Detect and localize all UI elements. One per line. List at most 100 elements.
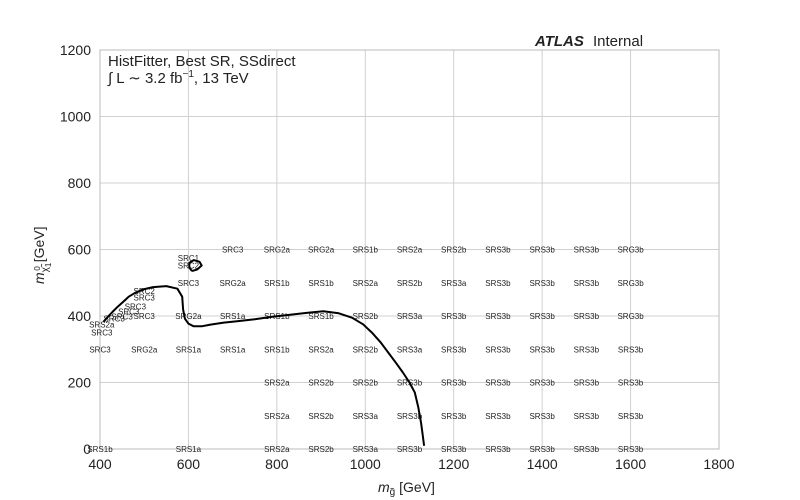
legend-line-1: HistFitter, Best SR, SSdirect (108, 53, 296, 70)
atlas-label: ATLAS (534, 33, 584, 50)
signal-region-label: SRS3b (529, 379, 555, 388)
signal-region-label: SRS3b (618, 379, 644, 388)
signal-region-label: SRC3 (222, 246, 244, 255)
signal-region-label: SRS3b (441, 412, 467, 421)
signal-region-label: SRS1b (264, 345, 290, 354)
signal-region-label: SRS1a (220, 345, 246, 354)
signal-region-label: SRS3b (618, 445, 644, 454)
signal-region-label: SRS3a (353, 412, 379, 421)
signal-region-label: SRS3b (574, 412, 600, 421)
x-tick-label: 400 (88, 456, 112, 472)
signal-region-label: SRS3a (397, 345, 423, 354)
signal-region-label: SRC3 (178, 279, 200, 288)
signal-region-label: SRG2a (264, 246, 291, 255)
x-axis-label: mg̃ [GeV] (378, 479, 435, 498)
signal-region-label: SRS3a (441, 279, 467, 288)
signal-region-labels: SRC3 SRG2a SRG2a SRS1b SRS2a SRS2b SRS3b SRS3b S… (87, 246, 644, 455)
x-tick-label: 600 (177, 456, 201, 472)
signal-region-label: SRC3 (134, 312, 156, 321)
atlas-status: Internal (593, 33, 643, 50)
signal-region-label: SRS3b (574, 379, 600, 388)
signal-region-label: SRG2a (220, 279, 247, 288)
y-axis-label: mχ̃10 [GeV] (31, 226, 53, 284)
signal-region-label: SRS3b (529, 345, 555, 354)
y-tick-label: 1000 (60, 109, 91, 125)
y-tick-label: 600 (68, 242, 92, 258)
y-axis-unit: [GeV] (31, 226, 47, 266)
signal-region-label: SRS2a (308, 345, 334, 354)
signal-region-label: SRS1b (308, 279, 334, 288)
y-tick-label: 200 (68, 375, 92, 391)
signal-region-label: SRS3b (574, 445, 600, 454)
signal-region-label: SRC3 (118, 307, 140, 316)
signal-region-label: SRC3 (91, 329, 113, 338)
signal-region-label: SRS2a (89, 320, 115, 329)
signal-region-label: SRS2b (441, 246, 467, 255)
signal-region-label: SRS2a (264, 379, 290, 388)
signal-region-label: SRS3b (618, 412, 644, 421)
signal-region-label: SRS3b (574, 246, 600, 255)
grid-lines (99, 49, 720, 450)
signal-region-label: SRS3b (441, 445, 467, 454)
signal-region-label: SRS1a (176, 345, 202, 354)
legend-energy: , 13 TeV (194, 70, 249, 87)
signal-region-label: SRS3b (574, 279, 600, 288)
signal-region-label: SRS1b (308, 312, 334, 321)
legend-lumi: ∫ L ∼ 3.2 fb (107, 70, 183, 87)
contour-line (102, 285, 426, 446)
signal-region-label: SRS3b (618, 345, 644, 354)
y-tick-label: 800 (68, 175, 92, 191)
signal-region-label: SRS3b (485, 246, 511, 255)
signal-region-label: SRS2a (264, 412, 290, 421)
y-tick-labels: 0 200 400 600 800 1000 1200 (60, 42, 91, 457)
signal-region-label: SRS1a (176, 445, 202, 454)
contour-line (188, 259, 203, 273)
plot-frame (99, 49, 720, 450)
x-axis-subscript: g̃ (390, 487, 396, 498)
signal-region-label: SRS3b (574, 312, 600, 321)
signal-region-label: SRS2b (308, 379, 334, 388)
x-tick-label: 1800 (703, 456, 734, 472)
signal-region-label: SRS2b (353, 345, 379, 354)
signal-region-label: SRC3 (125, 303, 147, 312)
signal-region-label: SRS3b (529, 312, 555, 321)
signal-region-label: SRG3b (617, 246, 644, 255)
y-axis-subsubscript: 1 (44, 262, 53, 267)
x-axis-unit: [GeV] (395, 479, 435, 495)
signal-region-label: SRC3 (134, 294, 156, 303)
x-axis-symbol: m (378, 479, 390, 495)
signal-region-label: SRC3 (89, 345, 111, 354)
signal-region-label: SRS1b (87, 445, 113, 454)
signal-region-label: SRS3b (529, 412, 555, 421)
signal-region-label: SRC3 (103, 314, 125, 323)
signal-region-label: SRS3b (529, 246, 555, 255)
signal-region-label: SRS3b (485, 345, 511, 354)
signal-region-label: SRS3b (441, 345, 467, 354)
y-tick-label: 1200 (60, 42, 91, 58)
signal-region-label: SRG2a (131, 345, 158, 354)
signal-region-label: SRS3b (441, 312, 467, 321)
signal-region-label: SRC2 (134, 287, 156, 296)
y-axis-subscript: χ̃ (40, 263, 51, 272)
signal-region-label: SRS3a (353, 445, 379, 454)
signal-region-label: SRS3b (529, 279, 555, 288)
y-axis-superscript: 0 (33, 266, 42, 271)
signal-region-label: SRG3b (617, 279, 644, 288)
y-tick-label: 400 (68, 308, 92, 324)
x-tick-label: 1000 (350, 456, 381, 472)
x-tick-labels: 400 600 800 1000 1200 1400 1600 1800 (88, 456, 734, 472)
signal-region-label: SRC3 (111, 313, 133, 322)
x-tick-label: 800 (265, 456, 289, 472)
x-tick-label: 1400 (527, 456, 558, 472)
signal-region-label: SRS3b (485, 412, 511, 421)
signal-region-label: SRS2b (353, 312, 379, 321)
signal-region-label: SRG2a (175, 312, 202, 321)
signal-region-label: SRS2a (264, 445, 290, 454)
signal-region-label: SRS2a (353, 279, 379, 288)
signal-region-label: SRS3b (529, 445, 555, 454)
signal-region-label: SRS2b (308, 445, 334, 454)
y-tick-label: 0 (83, 441, 91, 457)
signal-region-label: SRS3b (397, 412, 423, 421)
legend-line-2: ∫ L ∼ 3.2 fb−1, 13 TeV (107, 69, 249, 87)
